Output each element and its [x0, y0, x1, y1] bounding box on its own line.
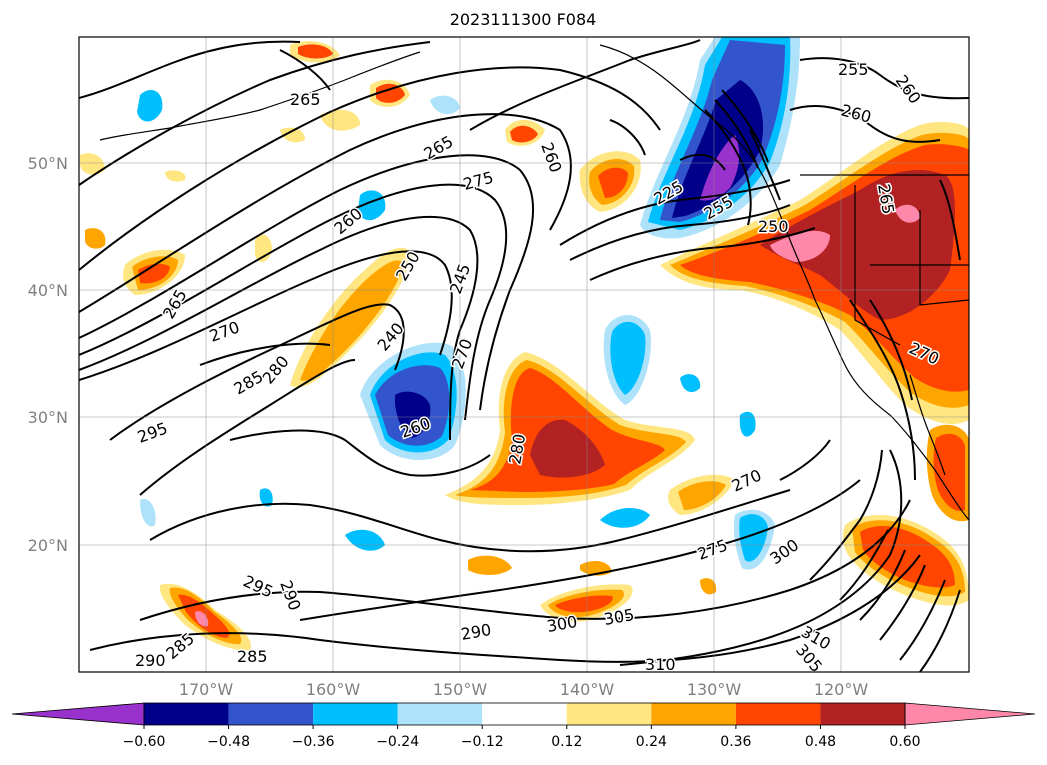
- colorbar-segment: [820, 703, 905, 725]
- colorbar-segment: [313, 703, 398, 725]
- political-borders: [800, 174, 969, 346]
- lon-label: 150°W: [433, 680, 488, 699]
- colorbar-segment: [735, 703, 821, 725]
- colorbar: −0.60 −0.48 −0.36 −0.24 −0.12 0.12 0.24 0.36 0.4…: [11, 702, 1036, 750]
- contour-label: 290: [135, 651, 166, 670]
- lon-label: 120°W: [814, 680, 869, 699]
- colorbar-segment: [228, 703, 314, 725]
- contour-label: 250: [758, 217, 789, 236]
- contour-lines: [79, 39, 969, 672]
- colorbar-extend-high: [904, 702, 1036, 726]
- lon-label: 170°W: [179, 680, 234, 699]
- colorbar-tick-label: 0.12: [551, 734, 582, 750]
- colorbar-tick-label: 0.60: [889, 734, 920, 750]
- lat-label: 30°N: [28, 408, 68, 427]
- map-title: 2023111300 F084: [450, 10, 597, 29]
- colorbar-tick-label: −0.12: [461, 734, 504, 750]
- lon-label: 130°W: [687, 680, 742, 699]
- colorbar-tick-label: 0.48: [805, 734, 836, 750]
- graticule: [79, 37, 969, 672]
- longitude-labels: 170°W 160°W 150°W 140°W 130°W 120°W: [179, 680, 869, 699]
- colorbar-segment: [397, 703, 483, 725]
- contour-label: 265: [290, 90, 321, 109]
- contour-label: 285: [237, 647, 268, 666]
- colorbar-segment: [566, 703, 652, 725]
- colorbar-tick-label: −0.24: [376, 734, 419, 750]
- lat-label: 40°N: [28, 281, 68, 300]
- lat-label: 20°N: [28, 536, 68, 555]
- colorbar-frame: [143, 702, 906, 726]
- coastlines: [99, 44, 969, 521]
- colorbar-segment: [651, 703, 736, 725]
- map-area: 265 265 260 260 255 260 265 270 275 280 …: [79, 37, 969, 674]
- colorbar-segment: [144, 703, 229, 725]
- colorbar-tick-label: −0.36: [292, 734, 335, 750]
- colorbar-segment: [482, 703, 567, 725]
- lat-label: 50°N: [28, 154, 68, 173]
- contour-label: 255: [838, 60, 869, 79]
- colorbar-extend-low: [11, 702, 145, 726]
- contour-label: 310: [645, 655, 676, 674]
- map-frame: [78, 36, 970, 673]
- colorbar-tick-label: 0.36: [720, 734, 751, 750]
- lon-label: 160°W: [306, 680, 361, 699]
- lon-label: 140°W: [560, 680, 615, 699]
- latitude-labels: 50°N 40°N 30°N 20°N: [28, 154, 68, 555]
- colorbar-tick-label: −0.60: [123, 734, 166, 750]
- colorbar-tick-label: −0.48: [207, 734, 250, 750]
- colorbar-tick-label: 0.24: [636, 734, 667, 750]
